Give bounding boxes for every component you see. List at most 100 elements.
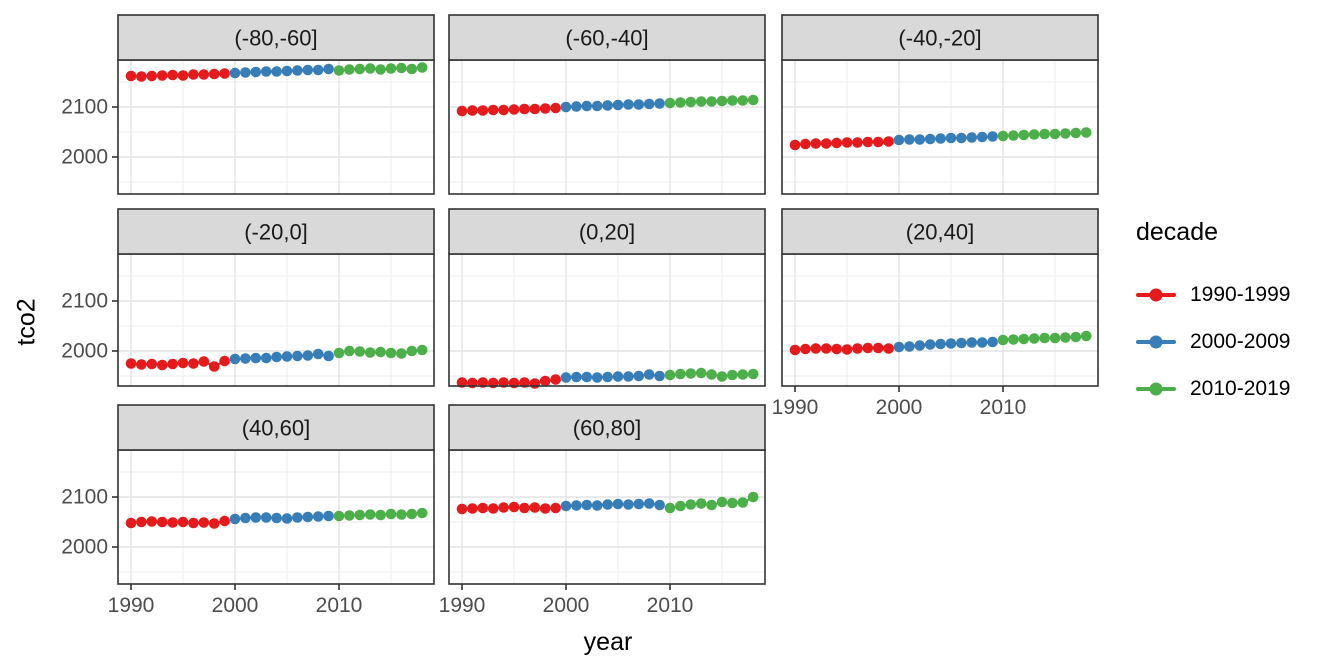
- series-2000-2009: [893, 131, 998, 146]
- data-point: [519, 103, 530, 115]
- data-point: [354, 509, 366, 521]
- data-point: [312, 348, 324, 360]
- data-point: [219, 515, 230, 527]
- data-point: [623, 499, 634, 510]
- data-point: [364, 63, 376, 74]
- data-point: [312, 511, 324, 522]
- data-point: [240, 353, 251, 364]
- data-point: [924, 133, 936, 145]
- series-2010-2019: [664, 491, 759, 514]
- data-point: [385, 63, 397, 74]
- data-point: [591, 500, 603, 511]
- series-2000-2009: [229, 63, 334, 79]
- data-point: [695, 96, 707, 107]
- data-point: [375, 64, 386, 75]
- data-point: [467, 105, 478, 116]
- data-point: [292, 512, 303, 523]
- data-point: [539, 375, 551, 387]
- x-tick-label: 2000: [211, 594, 259, 617]
- data-point: [167, 358, 178, 370]
- series-1990-1999: [456, 102, 561, 117]
- data-point: [706, 96, 717, 107]
- x-tick-label: 2000: [875, 396, 923, 419]
- data-point: [1049, 128, 1061, 140]
- data-point: [623, 371, 634, 382]
- legend-entry-1990-1999: 1990-1999: [1136, 271, 1336, 318]
- series-2010-2019: [333, 344, 428, 359]
- data-point: [375, 346, 386, 358]
- y-tick-label: 2100: [61, 95, 108, 119]
- data-point: [747, 368, 759, 380]
- data-point: [550, 102, 561, 114]
- data-point: [945, 338, 957, 349]
- data-point: [1070, 331, 1082, 343]
- panel-grid: [449, 254, 765, 386]
- facet-strip: (0,20]: [448, 208, 766, 255]
- data-point: [302, 64, 314, 76]
- data-point: [800, 343, 811, 355]
- data-point: [1028, 333, 1040, 344]
- series-2000-2009: [560, 369, 665, 383]
- series-2010-2019: [664, 367, 759, 382]
- data-point: [675, 500, 686, 512]
- legend-entry-2010-2019: 2010-2019: [1136, 365, 1336, 412]
- data-point: [333, 510, 345, 522]
- facet-strip-label: (-40,-20]: [898, 26, 981, 51]
- data-point: [633, 99, 645, 110]
- facet-strip: (-80,-60]: [117, 14, 435, 61]
- facet-(0,20]: (0,20]: [448, 208, 766, 389]
- data-point: [737, 95, 749, 106]
- facet-(-20,0]: (-20,0]: [112, 208, 435, 387]
- data-point: [810, 138, 822, 149]
- facet-svg: (60,80]: [448, 404, 766, 590]
- data-point: [716, 371, 728, 382]
- data-point: [375, 509, 386, 521]
- data-point: [177, 70, 189, 81]
- facet-svg: (-20,0]: [112, 208, 435, 387]
- data-point: [219, 68, 230, 79]
- data-point: [602, 371, 613, 383]
- data-point: [271, 66, 282, 77]
- data-point: [966, 337, 978, 348]
- series-1990-1999: [125, 515, 230, 529]
- data-point: [177, 516, 189, 528]
- legend-title: decade: [1136, 218, 1219, 246]
- data-point: [456, 377, 468, 388]
- data-point: [747, 491, 759, 503]
- data-point: [198, 69, 210, 80]
- facet-strip: (60,80]: [448, 404, 766, 451]
- data-point: [146, 358, 158, 370]
- series-1990-1999: [789, 342, 894, 356]
- y-tick-label: 2000: [61, 145, 108, 169]
- data-point: [136, 71, 147, 82]
- data-point: [219, 355, 230, 367]
- panel-grid: [449, 450, 765, 584]
- data-point: [945, 132, 957, 144]
- panel-grid: [782, 60, 1098, 194]
- data-point: [591, 372, 603, 383]
- data-point: [560, 372, 572, 383]
- x-tick-label: 1990: [107, 594, 155, 617]
- data-point: [271, 512, 282, 524]
- data-point: [935, 133, 946, 144]
- series-1990-1999: [456, 501, 561, 515]
- data-point: [364, 509, 376, 520]
- data-point: [904, 134, 915, 145]
- facet-strip-label: (60,80]: [573, 416, 642, 441]
- data-point: [229, 353, 241, 365]
- data-point: [498, 104, 509, 116]
- data-point: [716, 496, 728, 508]
- data-point: [323, 510, 334, 522]
- data-point: [188, 358, 199, 369]
- data-point: [344, 64, 355, 75]
- data-point: [987, 131, 998, 142]
- data-point: [125, 517, 137, 529]
- data-point: [747, 94, 759, 106]
- x-tick-label: 2010: [979, 396, 1027, 419]
- y-tick-label: 2000: [61, 339, 108, 363]
- data-point: [862, 342, 874, 354]
- series-1990-1999: [789, 136, 894, 151]
- data-point: [396, 509, 407, 520]
- data-point: [914, 134, 926, 145]
- data-point: [260, 66, 272, 77]
